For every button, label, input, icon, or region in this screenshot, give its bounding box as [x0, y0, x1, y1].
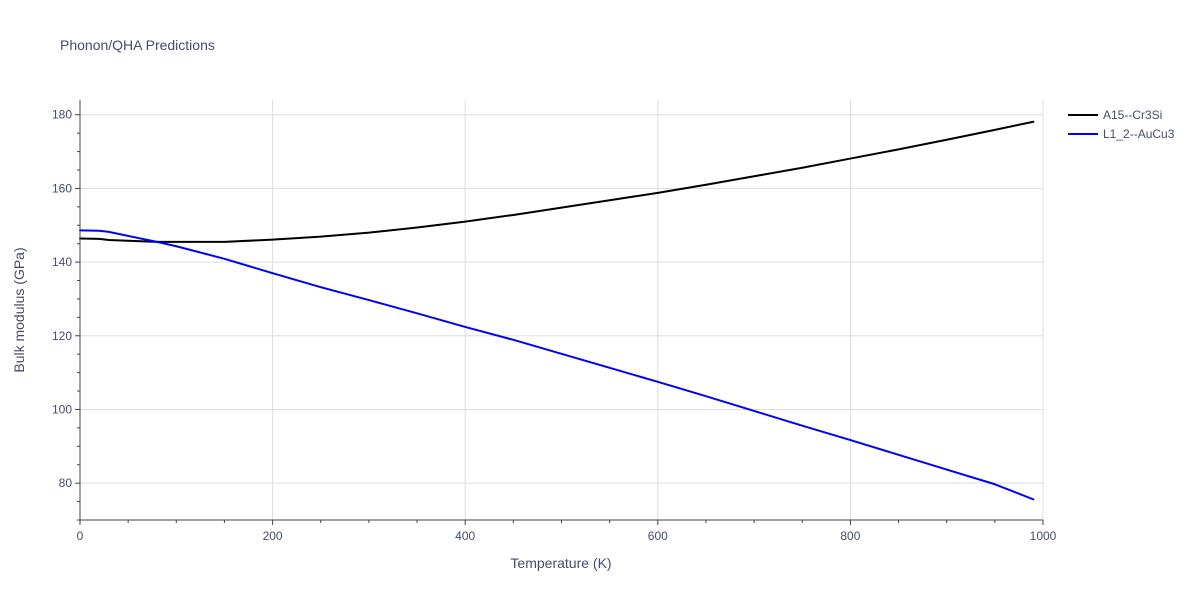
- legend-item-0[interactable]: A15--Cr3Si: [1068, 108, 1162, 122]
- y-tick-label: 80: [59, 476, 73, 490]
- x-tick-label: 0: [77, 529, 84, 543]
- chart-title: Phonon/QHA Predictions: [60, 37, 215, 53]
- series-layer: [79, 120, 1035, 501]
- y-tick-label: 160: [52, 181, 72, 195]
- x-axis-title: Temperature (K): [510, 555, 611, 571]
- series-line-1[interactable]: [79, 229, 1035, 501]
- grid-layer: [80, 100, 1044, 520]
- series-line-0[interactable]: [79, 120, 1035, 243]
- legend-item-1[interactable]: L1_2--AuCu3: [1068, 127, 1175, 141]
- tick-labels-layer: 0 200 400 600 800 1000 80 100 120 140 160 180: [52, 108, 1057, 543]
- x-tick-label: 400: [455, 529, 475, 543]
- legend-label: A15--Cr3Si: [1103, 108, 1162, 122]
- y-tick-label: 100: [52, 402, 72, 416]
- x-tick-label: 1000: [1030, 529, 1057, 543]
- legend[interactable]: A15--Cr3Si L1_2--AuCu3: [1068, 108, 1175, 141]
- x-tick-label: 600: [648, 529, 668, 543]
- x-tick-label: 800: [840, 529, 860, 543]
- axes-layer: [75, 100, 1044, 525]
- y-tick-label: 140: [52, 255, 72, 269]
- y-tick-label: 180: [52, 108, 72, 122]
- y-tick-label: 120: [52, 329, 72, 343]
- legend-label: L1_2--AuCu3: [1103, 127, 1175, 141]
- y-axis-title: Bulk modulus (GPa): [11, 247, 27, 372]
- x-tick-label: 200: [263, 529, 283, 543]
